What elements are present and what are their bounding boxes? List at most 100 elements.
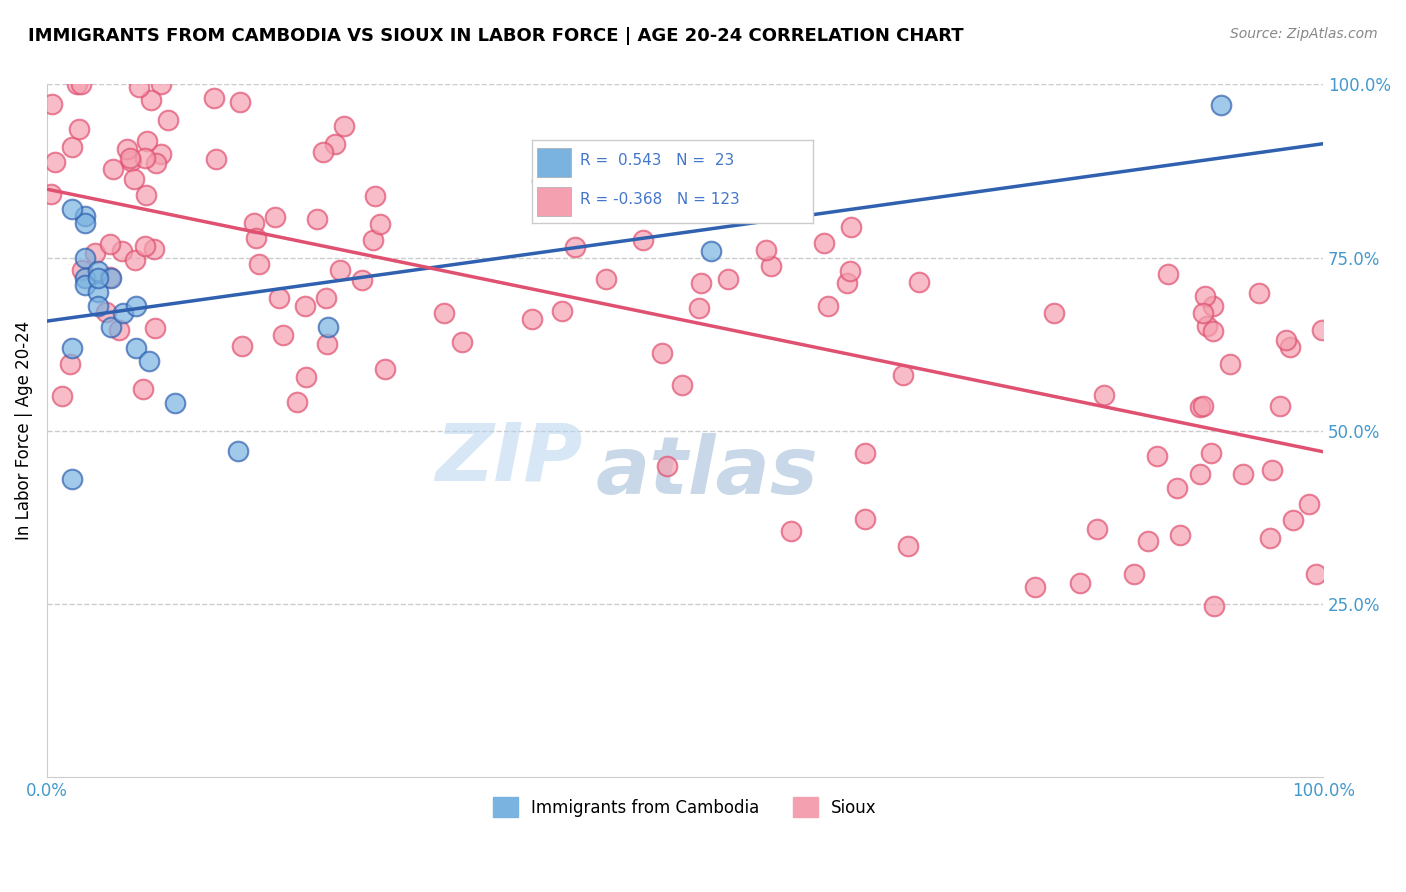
Point [98, 237, 121, 252]
Point [107, 323, 129, 337]
Text: IMMIGRANTS FROM CAMBODIA VS SIOUX IN LABOR FORCE | AGE 20-24 CORRELATION CHART: IMMIGRANTS FROM CAMBODIA VS SIOUX IN LAB… [28, 27, 963, 45]
Point [120, 154, 142, 169]
Point [66, 78, 89, 92]
Point [839, 264, 862, 278]
Point [841, 220, 863, 235]
Point [1209, 98, 1232, 112]
Point [1192, 399, 1215, 413]
Point [1298, 497, 1320, 511]
Point [1122, 566, 1144, 581]
Point [1268, 399, 1291, 413]
Point [59, 357, 82, 371]
Point [139, 93, 162, 107]
Point [323, 136, 346, 151]
Point [657, 459, 679, 474]
Point [759, 259, 782, 273]
Point [688, 301, 710, 315]
Point [124, 252, 146, 267]
Point [333, 119, 356, 133]
Point [564, 239, 586, 253]
Point [689, 277, 711, 291]
Point [75, 209, 97, 223]
Point [1157, 267, 1180, 281]
Point [817, 299, 839, 313]
Point [100, 269, 122, 284]
Point [305, 211, 328, 226]
Point [1188, 400, 1211, 414]
Point [315, 292, 337, 306]
Point [229, 95, 252, 109]
Point [75, 271, 97, 285]
Point [1305, 567, 1327, 582]
Point [1201, 446, 1223, 460]
Point [157, 113, 180, 128]
Point [610, 162, 633, 177]
Point [87, 271, 110, 285]
Point [361, 233, 384, 247]
Point [87, 299, 110, 313]
Point [134, 239, 156, 253]
Point [813, 235, 835, 250]
Point [1258, 531, 1281, 545]
Point [551, 304, 574, 318]
Point [1024, 580, 1046, 594]
Point [368, 217, 391, 231]
Point [312, 145, 335, 159]
Point [143, 242, 166, 256]
Point [41, 97, 63, 112]
Point [907, 276, 929, 290]
Point [855, 512, 877, 526]
Point [163, 396, 186, 410]
Point [271, 327, 294, 342]
Point [204, 91, 226, 105]
Point [1275, 333, 1298, 347]
Point [285, 394, 308, 409]
Point [111, 244, 134, 258]
Point [329, 263, 352, 277]
Point [228, 444, 250, 458]
Point [100, 319, 122, 334]
Point [149, 78, 172, 92]
Point [112, 306, 135, 320]
Point [374, 362, 396, 376]
Point [316, 319, 339, 334]
Point [145, 321, 167, 335]
Point [1278, 340, 1301, 354]
Point [122, 172, 145, 186]
Text: atlas: atlas [596, 434, 818, 511]
Point [247, 257, 270, 271]
Point [1085, 522, 1108, 536]
Point [316, 337, 339, 351]
Point [364, 188, 387, 202]
Point [620, 169, 643, 183]
Point [62, 341, 84, 355]
Point [1094, 388, 1116, 402]
Y-axis label: In Labor Force | Age 20-24: In Labor Force | Age 20-24 [15, 321, 32, 541]
Point [1202, 324, 1225, 338]
Point [242, 216, 264, 230]
Point [451, 335, 474, 350]
Point [433, 306, 456, 320]
Point [132, 382, 155, 396]
Point [135, 134, 157, 148]
Point [855, 446, 877, 460]
Point [70, 263, 93, 277]
Point [145, 155, 167, 169]
Point [1247, 285, 1270, 300]
Point [264, 210, 287, 224]
Point [100, 271, 122, 285]
Point [84, 246, 107, 260]
Point [1192, 306, 1215, 320]
Point [75, 216, 97, 230]
Point [1042, 306, 1064, 320]
Point [94, 305, 117, 319]
Point [87, 264, 110, 278]
Point [87, 285, 110, 300]
Point [41, 186, 63, 201]
Point [294, 370, 316, 384]
Point [135, 188, 157, 202]
Point [651, 345, 673, 359]
Point [780, 524, 803, 538]
Point [1166, 481, 1188, 495]
Point [62, 472, 84, 486]
